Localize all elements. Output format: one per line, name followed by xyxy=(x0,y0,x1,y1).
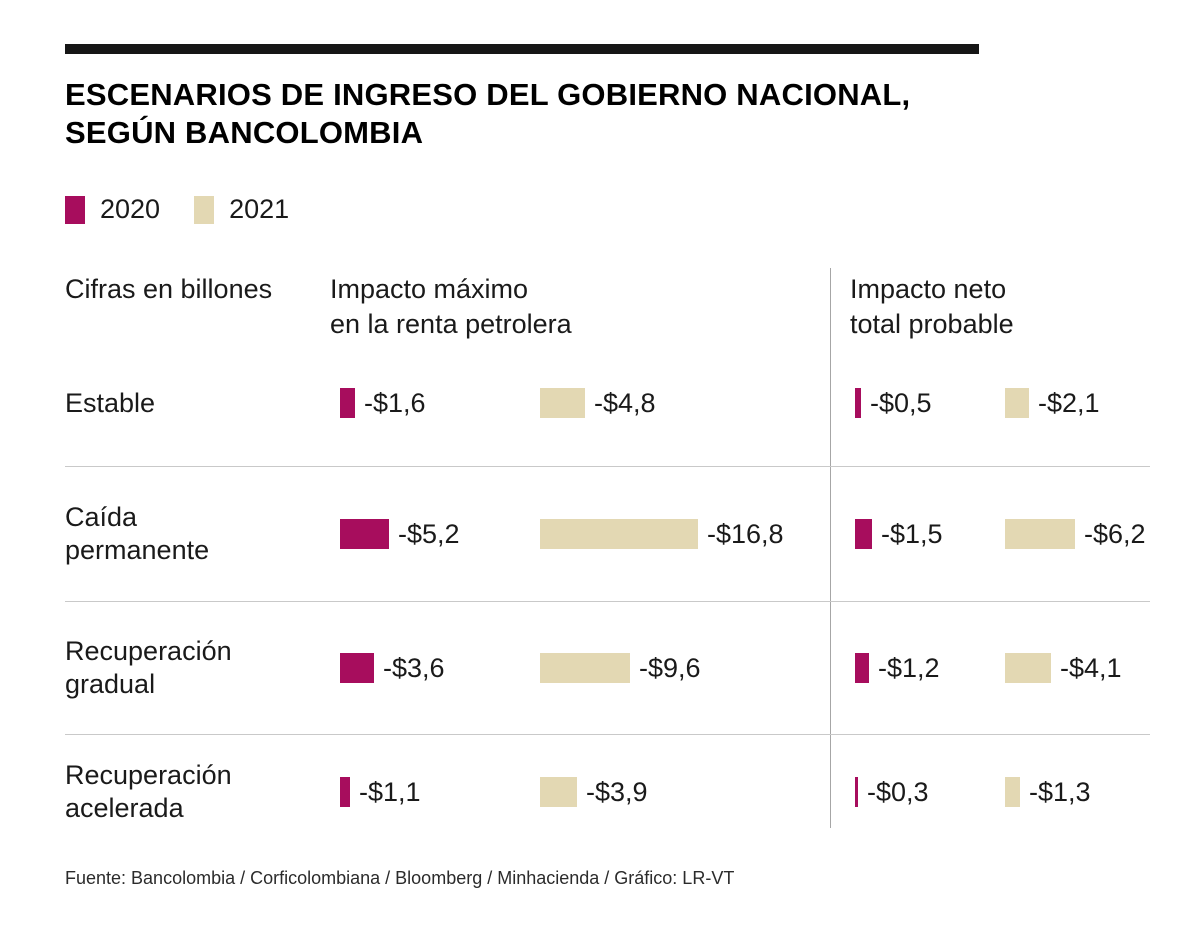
bar-value-label: -$0,3 xyxy=(867,776,929,807)
bar-2020 xyxy=(340,519,389,549)
bar-group-max-2021: -$16,8 xyxy=(540,519,855,550)
bar-group-net-2021: -$6,2 xyxy=(1005,519,1150,550)
bar-group-net-2020: -$1,2 xyxy=(855,653,1005,684)
bar-2021 xyxy=(540,519,698,549)
column-header-max-impact-line2: en la renta petrolera xyxy=(330,308,572,339)
legend-swatch-2021-icon xyxy=(194,195,215,224)
bar-value-label: -$1,5 xyxy=(881,518,943,549)
bar-value-label: -$6,2 xyxy=(1084,518,1146,549)
row-label: Caída permanente xyxy=(65,501,340,567)
bar-value-label: -$1,6 xyxy=(364,387,426,418)
bar-group-net-2020: -$1,5 xyxy=(855,519,1005,550)
bar-value-label: -$3,6 xyxy=(383,652,445,683)
column-divider-line xyxy=(830,268,831,828)
legend: 2020 2021 xyxy=(65,194,323,225)
bar-group-max-2020: -$1,6 xyxy=(340,388,540,419)
bar-value-label: -$2,1 xyxy=(1038,387,1100,418)
top-rule xyxy=(65,44,979,54)
bar-group-max-2020: -$3,6 xyxy=(340,653,540,684)
bar-value-label: -$1,3 xyxy=(1029,776,1091,807)
bar-2020 xyxy=(855,653,869,683)
legend-item-2020: 2020 xyxy=(65,194,160,225)
bar-2021 xyxy=(540,777,577,807)
bar-2020 xyxy=(340,388,355,418)
table-row: Estable -$1,6 -$4,8 -$0,5 -$2,1 xyxy=(65,340,1150,466)
chart-rows: Estable -$1,6 -$4,8 -$0,5 -$2,1 Caída xyxy=(65,340,1150,849)
bar-2020 xyxy=(340,777,350,807)
column-header-units: Cifras en billones xyxy=(65,274,273,304)
column-header-net-impact-line1: Impacto neto xyxy=(850,274,1007,304)
source-credit: Fuente: Bancolombia / Corficolombiana / … xyxy=(65,868,735,888)
bar-group-max-2021: -$9,6 xyxy=(540,653,855,684)
table-row: Caída permanente -$5,2 -$16,8 -$1,5 -$6,… xyxy=(65,466,1150,601)
row-label: Recuperación gradual xyxy=(65,635,340,701)
legend-label-2021: 2021 xyxy=(229,194,290,224)
row-label-text: Estable xyxy=(65,387,156,418)
row-label-text: Caída permanente xyxy=(65,502,210,565)
row-label-text: Recuperación acelerada xyxy=(65,760,232,823)
row-label: Recuperación acelerada xyxy=(65,759,340,825)
bar-value-label: -$1,1 xyxy=(359,776,421,807)
table-row: Recuperación gradual -$3,6 -$9,6 -$1,2 -… xyxy=(65,601,1150,734)
table-row: Recuperación acelerada -$1,1 -$3,9 -$0,3… xyxy=(65,734,1150,849)
page-title: ESCENARIOS DE INGRESO DEL GOBIERNO NACIO… xyxy=(65,76,910,153)
bar-2021 xyxy=(1005,653,1051,683)
bar-value-label: -$5,2 xyxy=(398,518,460,549)
bar-group-max-2020: -$5,2 xyxy=(340,519,540,550)
bar-2020 xyxy=(855,388,861,418)
bar-2021 xyxy=(540,653,630,683)
bar-2020 xyxy=(340,653,374,683)
bar-group-max-2021: -$4,8 xyxy=(540,388,855,419)
bar-2021 xyxy=(1005,777,1020,807)
legend-label-2020: 2020 xyxy=(100,194,161,224)
bar-2021 xyxy=(540,388,585,418)
bar-group-max-2020: -$1,1 xyxy=(340,777,540,808)
bar-group-net-2021: -$4,1 xyxy=(1005,653,1150,684)
column-headers: Cifras en billones Impacto máximo en la … xyxy=(65,272,1150,342)
column-header-net-impact-line2: total probable xyxy=(850,308,1014,339)
bar-value-label: -$9,6 xyxy=(639,652,701,683)
bar-value-label: -$0,5 xyxy=(870,387,932,418)
column-header-net-impact: Impacto neto total probable xyxy=(850,272,1014,341)
column-header-max-impact: Impacto máximo en la renta petrolera xyxy=(330,272,572,341)
page-title-line2: SEGÚN BANCOLOMBIA xyxy=(65,115,424,151)
row-label: Estable xyxy=(65,387,340,420)
bar-group-net-2021: -$1,3 xyxy=(1005,777,1150,808)
bar-2021 xyxy=(1005,388,1029,418)
page-title-line1: ESCENARIOS DE INGRESO DEL GOBIERNO NACIO… xyxy=(65,77,911,112)
legend-item-2021: 2021 xyxy=(194,194,289,225)
bar-group-max-2021: -$3,9 xyxy=(540,777,855,808)
column-header-max-impact-line1: Impacto máximo xyxy=(330,274,529,304)
bar-2020 xyxy=(855,519,872,549)
bar-2021 xyxy=(1005,519,1075,549)
bar-2020 xyxy=(855,777,858,807)
row-label-text: Recuperación gradual xyxy=(65,636,232,699)
bar-value-label: -$16,8 xyxy=(707,518,784,549)
bar-value-label: -$1,2 xyxy=(878,652,940,683)
bar-group-net-2021: -$2,1 xyxy=(1005,388,1150,419)
bar-value-label: -$4,8 xyxy=(594,387,656,418)
bar-group-net-2020: -$0,5 xyxy=(855,388,1005,419)
legend-swatch-2020-icon xyxy=(65,195,85,224)
bar-group-net-2020: -$0,3 xyxy=(855,777,1005,808)
bar-value-label: -$3,9 xyxy=(586,776,648,807)
bar-value-label: -$4,1 xyxy=(1060,652,1122,683)
